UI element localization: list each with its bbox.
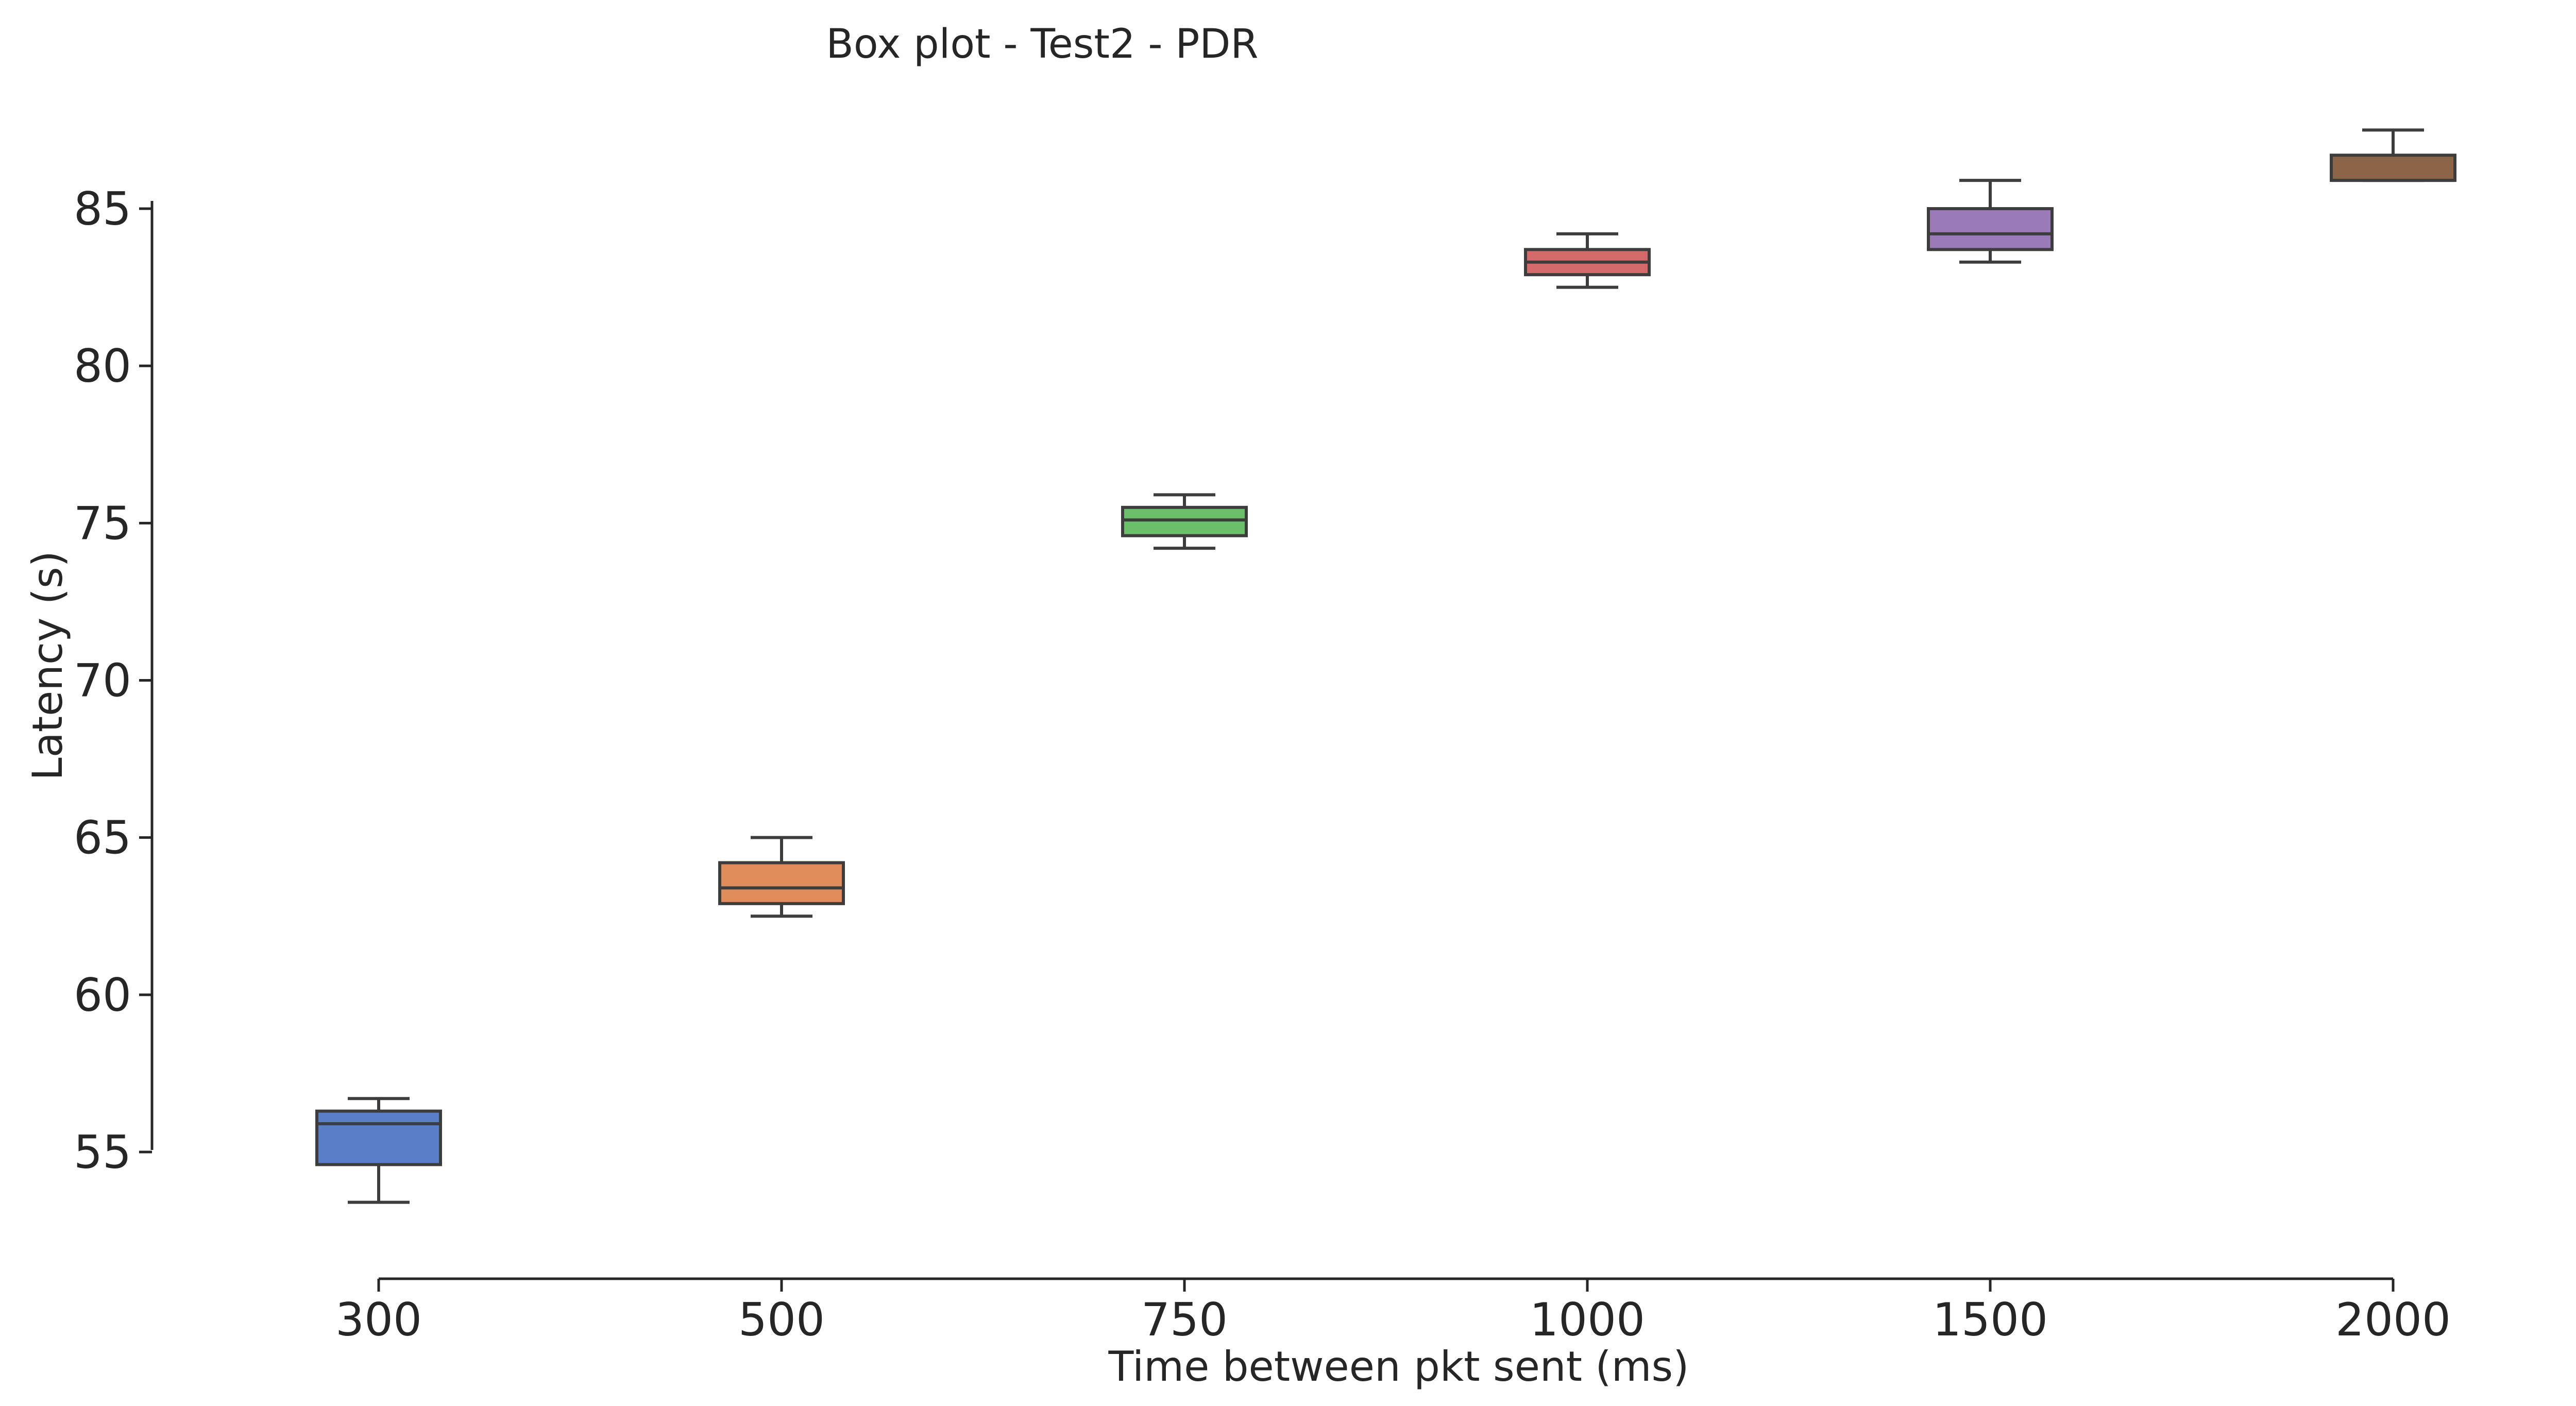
box-2000: [2330, 128, 2456, 182]
x-axis: 300 500 750 1000 1500 2000: [335, 1277, 2451, 1346]
y-tick-label: 85: [74, 182, 131, 235]
x-axis-label: Time between pkt sent (ms): [1108, 1343, 1689, 1391]
box-1500: [1927, 179, 2054, 264]
iqr-box: [2330, 154, 2456, 182]
iqr-box: [718, 861, 845, 905]
chart-title: Box plot - Test2 - PDR: [826, 21, 1258, 67]
box-300: [315, 1097, 442, 1204]
box-1000: [1524, 232, 1651, 289]
y-tick-label: 65: [74, 811, 131, 865]
y-tick-label: 75: [74, 497, 131, 550]
y-tick-label: 80: [74, 340, 131, 393]
x-tick-label: 1000: [1530, 1293, 1645, 1346]
y-tick-label: 70: [74, 654, 131, 707]
y-axis-label: Latency (s): [24, 551, 72, 781]
x-tick-label: 2000: [2335, 1293, 2451, 1346]
x-tick-label: 1500: [1933, 1293, 2048, 1346]
y-tick-label: 55: [74, 1126, 131, 1179]
box-750: [1121, 493, 1248, 550]
box-500: [718, 836, 845, 918]
iqr-box: [1927, 207, 2054, 251]
boxes-group: [315, 128, 2456, 1204]
y-axis: 55 60 65 70 75 80 85: [74, 182, 154, 1179]
x-tick-label: 750: [1141, 1293, 1228, 1346]
x-tick-label: 500: [738, 1293, 825, 1346]
iqr-box: [1121, 505, 1248, 537]
iqr-box: [315, 1109, 442, 1166]
y-tick-label: 60: [74, 969, 131, 1022]
x-tick-label: 300: [335, 1293, 422, 1346]
